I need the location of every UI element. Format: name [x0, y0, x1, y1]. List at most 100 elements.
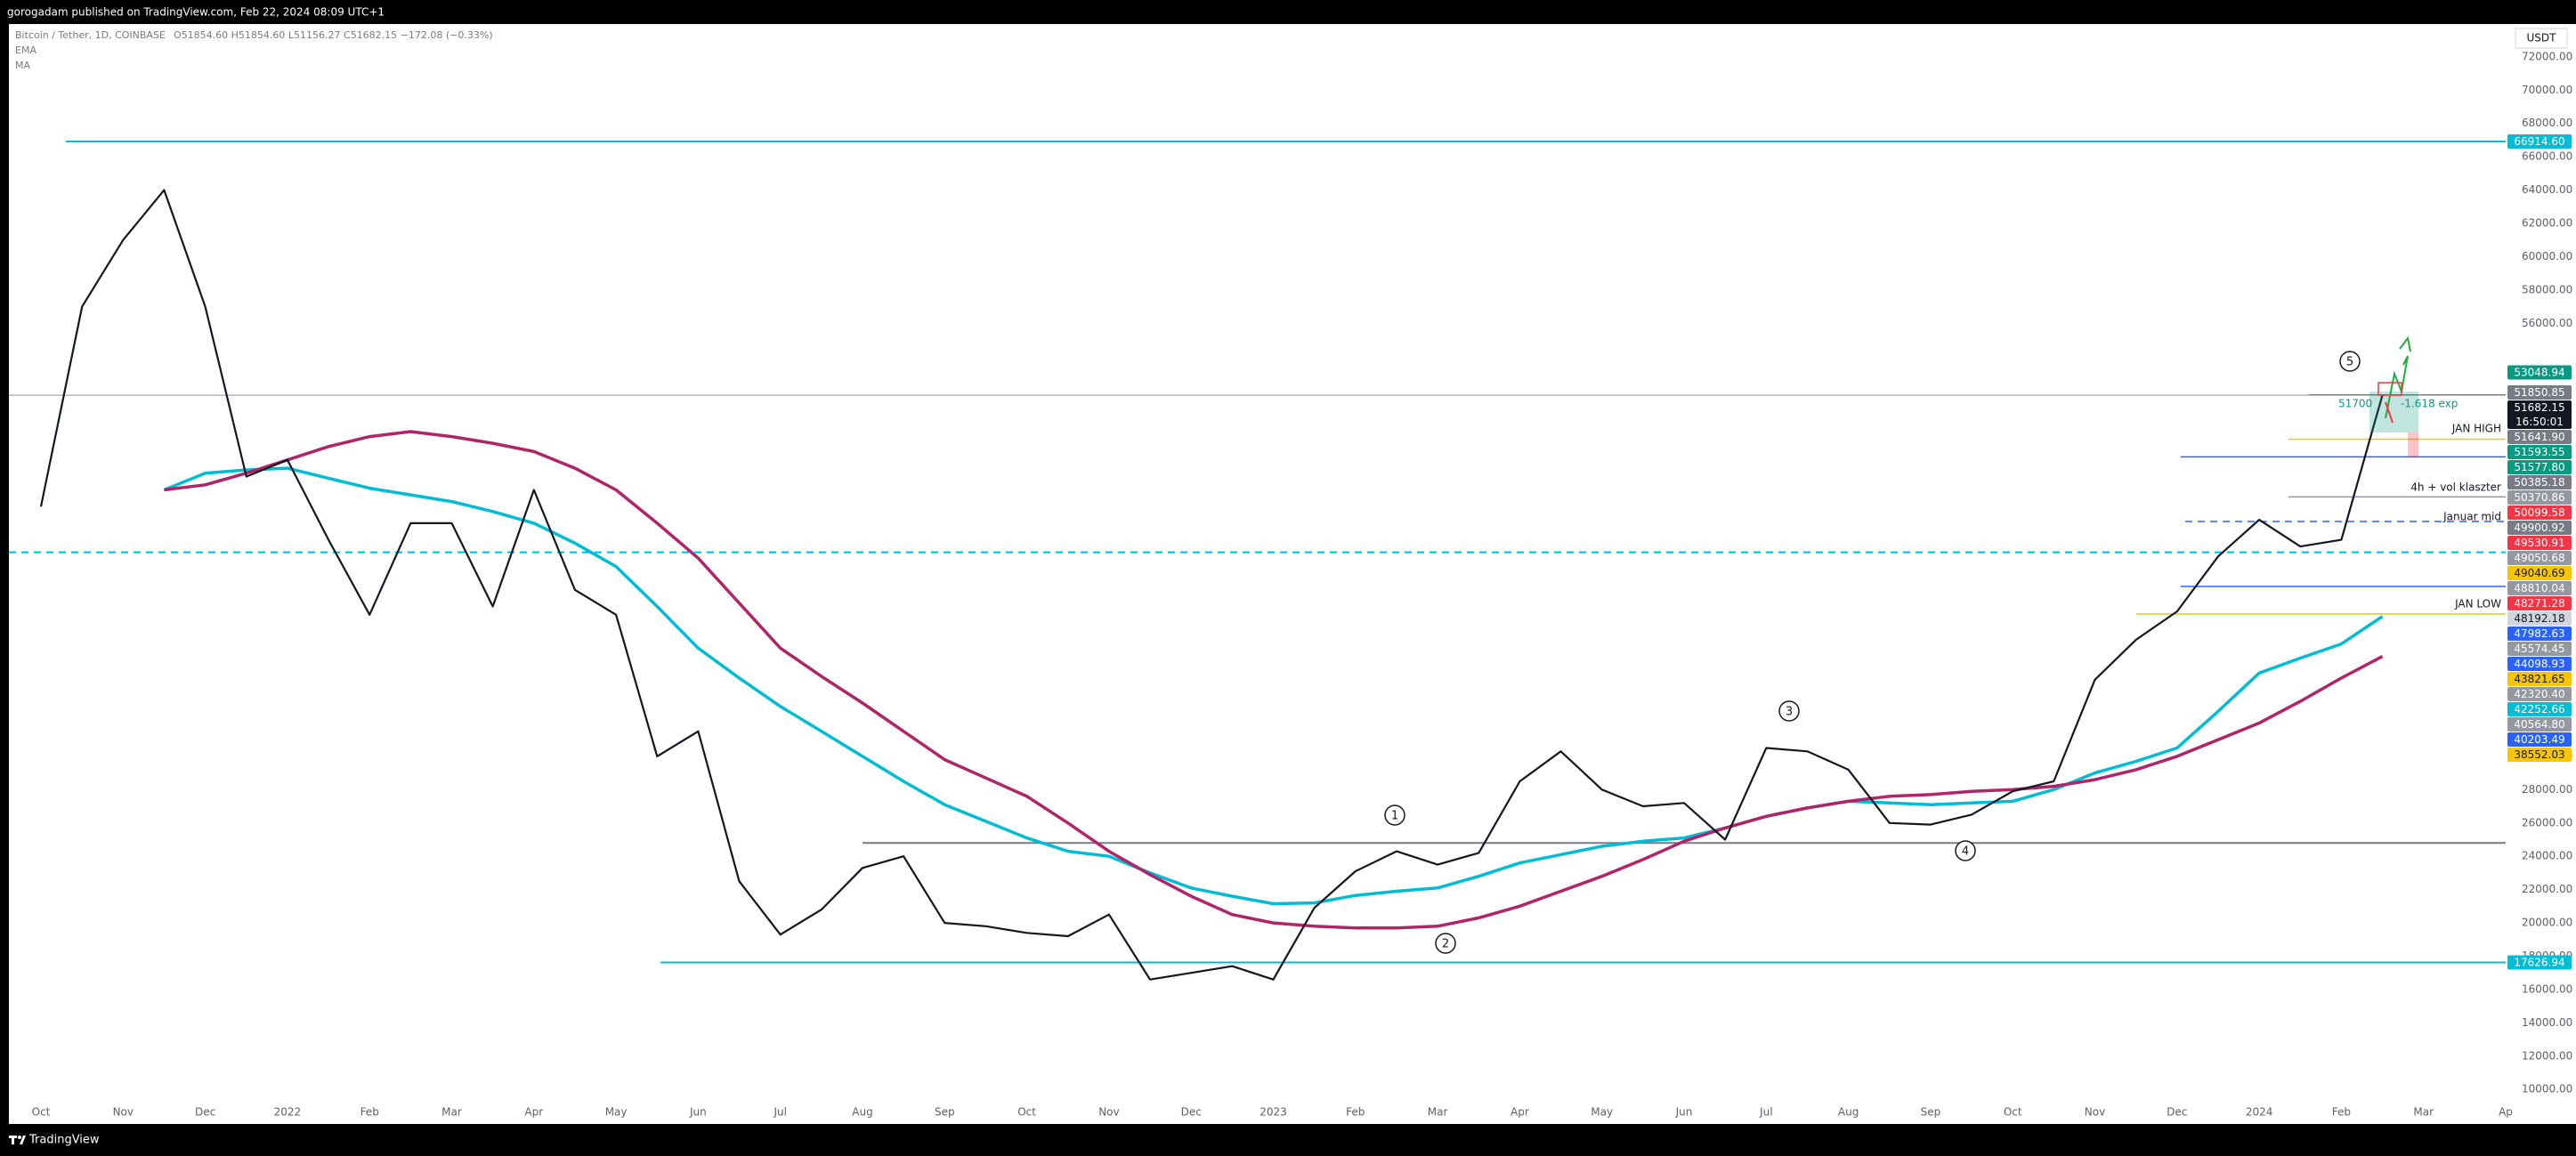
price-label-box	[2507, 565, 2572, 580]
price-label: 48271.28	[2514, 597, 2564, 610]
x-tick-label: 2023	[1260, 1106, 1287, 1119]
x-tick-label: Feb	[360, 1106, 379, 1119]
x-tick-label: Apr	[1511, 1106, 1529, 1119]
y-tick-label: 72000.00	[2522, 50, 2572, 62]
x-tick-label: Sep	[935, 1106, 955, 1119]
price-label-box	[2507, 550, 2572, 565]
y-tick-label: 66000.00	[2522, 150, 2572, 163]
price-label-box	[2507, 610, 2572, 626]
x-tick-label: May	[1591, 1106, 1613, 1119]
legend-ema: EMA	[15, 44, 36, 56]
price-label: 49530.91	[2514, 537, 2564, 549]
y-tick-label: 70000.00	[2522, 84, 2572, 96]
x-tick-label: Mar	[1428, 1106, 1448, 1119]
currency-box	[2515, 28, 2568, 49]
y-tick-label: 58000.00	[2522, 283, 2572, 295]
price-label: 42252.66	[2514, 703, 2564, 715]
x-tick-label: Mar	[2413, 1106, 2434, 1119]
price-label-box	[2507, 716, 2572, 732]
y-tick-label: 10000.00	[2522, 1083, 2572, 1095]
price-line	[39, 189, 2384, 981]
indicator-line	[163, 466, 2384, 906]
x-tick-label: Oct	[1017, 1106, 1036, 1119]
wave-label: 3	[1786, 706, 1793, 719]
y-tick-label: 26000.00	[2522, 816, 2572, 829]
x-tick-label: Oct	[32, 1106, 51, 1119]
x-tick-label: Ap	[2499, 1106, 2513, 1119]
y-tick-label: 56000.00	[2522, 317, 2572, 329]
price-label: 50370.86	[2514, 491, 2564, 504]
symbol: Bitcoin / Tether, 1D, COINBASE	[15, 29, 166, 41]
price-label-box	[2507, 701, 2572, 716]
price-label-box	[2507, 732, 2572, 747]
price-label: 48810.04	[2514, 582, 2564, 594]
price-label-box	[2507, 505, 2572, 520]
chart-area	[9, 24, 2576, 1124]
x-tick-label: Feb	[1346, 1106, 1365, 1119]
wave-circle	[1435, 933, 1456, 954]
y-tick-label: 28000.00	[2522, 783, 2572, 796]
x-tick-label: Jun	[1675, 1106, 1693, 1119]
ohlc: O51854.60 H51854.60 L51156.27 C51682.15 …	[174, 29, 493, 41]
price-label-box	[2507, 474, 2572, 489]
y-tick-label: 62000.00	[2522, 217, 2572, 230]
price-label-box	[2507, 384, 2572, 400]
price-label-box	[2507, 365, 2572, 380]
price-label: 42320.40	[2514, 688, 2564, 700]
countdown: 16:50:01	[2515, 416, 2564, 428]
price-label-box	[2507, 747, 2572, 762]
x-tick-label: Apr	[524, 1106, 543, 1119]
wave-label: 1	[1391, 810, 1398, 823]
x-tick-label: Nov	[113, 1106, 134, 1119]
price-label-box	[2507, 671, 2572, 686]
price-label-box	[2507, 580, 2572, 595]
wave-circle	[1384, 804, 1405, 826]
price-label: 51593.55	[2514, 446, 2564, 458]
y-tick-label: 60000.00	[2522, 250, 2572, 263]
price-label: 45574.45	[2514, 643, 2564, 655]
price-label-box	[2507, 520, 2572, 535]
y-tick-label: 64000.00	[2522, 183, 2572, 196]
price-label: 17626.94	[2514, 956, 2564, 968]
wave-label: 5	[2346, 356, 2353, 369]
price-label: 48192.18	[2514, 612, 2564, 625]
x-tick-label: Jul	[1759, 1106, 1772, 1119]
price-label-box	[2507, 134, 2572, 150]
price-label: 49900.92	[2514, 521, 2564, 534]
x-tick-label: Oct	[2004, 1106, 2022, 1119]
price-label: 53048.94	[2514, 367, 2564, 379]
footer: TradingView	[28, 1134, 100, 1147]
x-tick-label: Jul	[773, 1106, 786, 1119]
x-tick-label: 2022	[274, 1106, 302, 1119]
x-tick-label: Feb	[2332, 1106, 2351, 1119]
price-label: 66914.60	[2514, 135, 2564, 148]
price-label: 44098.93	[2514, 658, 2564, 670]
price-label-box	[2507, 444, 2572, 459]
annotation: JAN LOW	[2454, 598, 2501, 610]
x-tick-label: Sep	[1921, 1106, 1941, 1119]
price-label: 38552.03	[2514, 748, 2564, 761]
x-tick-label: Jun	[689, 1106, 707, 1119]
price-label-box	[2507, 459, 2572, 474]
price-label: 50385.18	[2514, 476, 2564, 489]
header: gorogadam published on TradingView.com, …	[7, 6, 385, 19]
price-label: 49040.69	[2514, 567, 2564, 579]
price-label: 51577.80	[2514, 461, 2564, 473]
y-tick-label: 22000.00	[2522, 883, 2572, 895]
price-label-box	[2507, 686, 2572, 701]
price-label: 51641.90	[2514, 431, 2564, 443]
indicator-line	[164, 430, 2384, 930]
price-label-box	[2507, 656, 2572, 671]
price-label: 47982.63	[2514, 627, 2564, 640]
x-tick-label: May	[605, 1106, 628, 1119]
price-label-box	[2507, 641, 2572, 656]
price-label: 51682.15	[2514, 401, 2564, 414]
price-label-box	[2507, 400, 2572, 429]
trade-sketch	[2369, 335, 2418, 457]
y-tick-label: 12000.00	[2522, 1049, 2572, 1062]
y-tick-label: 16000.00	[2522, 982, 2572, 995]
annotation: Januar mid	[2442, 511, 2501, 523]
price-label: 51850.85	[2514, 386, 2564, 399]
wave-label: 4	[1962, 845, 1969, 859]
